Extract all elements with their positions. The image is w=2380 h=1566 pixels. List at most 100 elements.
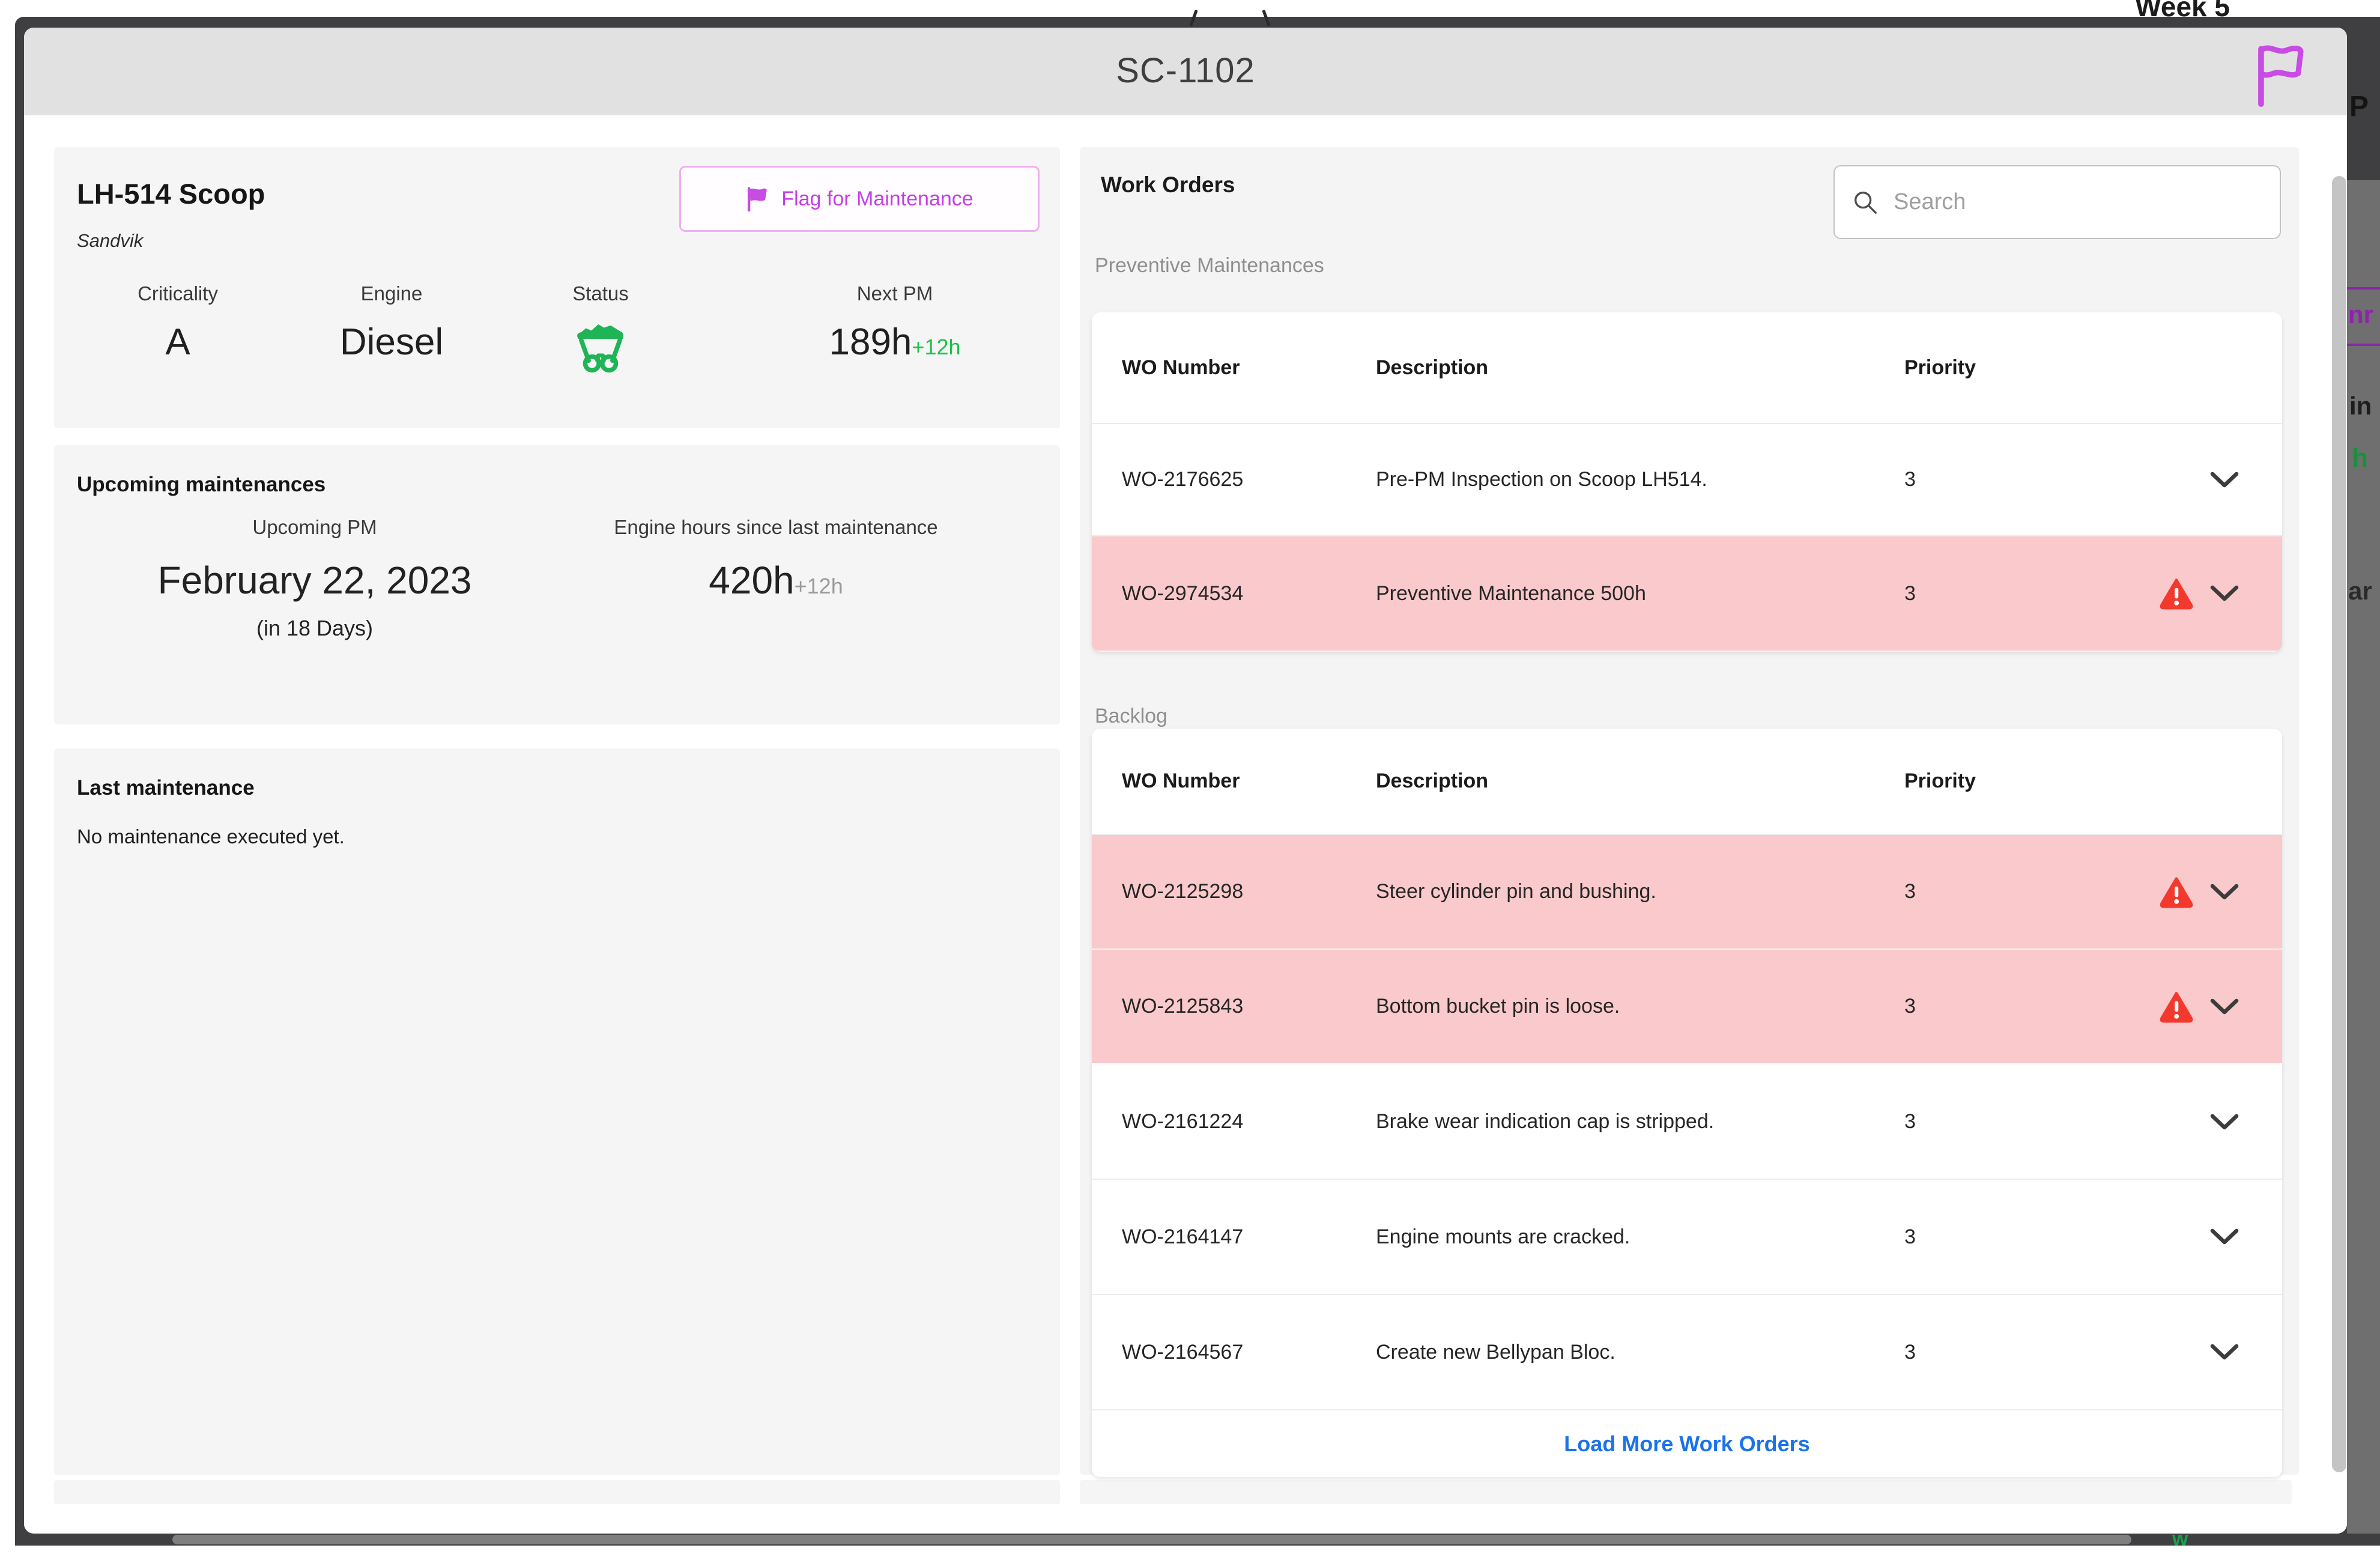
column-header-wo: WO Number	[1122, 769, 1240, 792]
work-order-row[interactable]: WO-2164147 Engine mounts are cracked. 3	[1092, 1180, 2282, 1295]
stat-engine: Engine Diesel	[283, 282, 500, 363]
equipment-brand: Sandvik	[77, 230, 144, 251]
stat-criticality: Criticality A	[70, 282, 286, 363]
next-pm-delta: +12h	[912, 335, 961, 359]
equipment-summary-card: LH-514 Scoop Sandvik Flag for Maintenanc…	[54, 147, 1060, 428]
modal-title: SC-1102	[1116, 51, 1255, 90]
wo-priority: 3	[1904, 1225, 1916, 1248]
wo-number: WO-2974534	[1122, 581, 1244, 605]
footer-strip	[1080, 1480, 2292, 1504]
background-text-fragment: in	[2349, 392, 2372, 420]
column-header-wo: WO Number	[1122, 356, 1240, 379]
wo-priority: 3	[1904, 468, 1916, 491]
wo-number: WO-2176625	[1122, 468, 1244, 491]
horizontal-scrollbar-thumb[interactable]	[172, 1535, 2131, 1544]
engine-hours-block: Engine hours since last maintenance 420h…	[566, 516, 986, 602]
wo-number: WO-2161224	[1122, 1110, 1244, 1133]
work-order-row[interactable]: WO-2164567 Create new Bellypan Bloc. 3	[1092, 1295, 2282, 1410]
upcoming-pm-date: February 22, 2023	[157, 559, 472, 602]
work-orders-panel: Work Orders Preventive Maintenances WO N…	[1080, 147, 2299, 1477]
last-maintenance-card: Last maintenance No maintenance executed…	[54, 748, 1060, 1475]
chevron-down-icon[interactable]	[2209, 882, 2240, 902]
wo-priority: 3	[1904, 1110, 1916, 1133]
upcoming-pm-block: Upcoming PM February 22, 2023 (in 18 Day…	[104, 516, 525, 641]
background-text-fragment: nr	[2348, 300, 2373, 329]
chevron-down-icon[interactable]	[2209, 1112, 2240, 1132]
work-order-row[interactable]: WO-2161224 Brake wear indication cap is …	[1092, 1065, 2282, 1180]
table-header-row: WO Number Description Priority	[1092, 729, 2282, 835]
status-ok-indicator	[492, 314, 709, 377]
wo-priority: 3	[1904, 880, 1916, 903]
wo-description: Brake wear indication cap is stripped.	[1376, 1110, 1715, 1133]
search-icon	[1855, 191, 1877, 214]
engine-hours-label: Engine hours since last maintenance	[614, 516, 938, 538]
flag-for-maintenance-button[interactable]: Flag for Maintenance	[679, 166, 1040, 232]
stat-next-pm: Next PM 189h +12h	[763, 282, 1027, 363]
stat-status: Status	[492, 282, 709, 377]
stat-value: Diesel	[339, 321, 444, 363]
warning-icon	[2160, 876, 2193, 908]
work-order-row-overdue[interactable]: WO-2125298 Steer cylinder pin and bushin…	[1092, 835, 2282, 950]
wo-description: Bottom bucket pin is loose.	[1376, 995, 1620, 1018]
wo-description: Engine mounts are cracked.	[1376, 1225, 1631, 1248]
chevron-down-icon[interactable]	[2209, 997, 2240, 1016]
work-orders-title: Work Orders	[1101, 172, 1235, 197]
search-input[interactable]	[1894, 189, 2263, 215]
stat-label: Engine	[360, 282, 423, 305]
load-more-work-orders-link[interactable]: Load More Work Orders	[1564, 1431, 1810, 1456]
wo-priority: 3	[1904, 995, 1916, 1018]
section-title: Upcoming maintenances	[77, 473, 326, 496]
stat-label: Criticality	[138, 282, 218, 305]
upcoming-pm-label: Upcoming PM	[252, 516, 377, 538]
last-maintenance-empty-text: No maintenance executed yet.	[77, 825, 345, 848]
engine-hours-value: 420h	[709, 559, 795, 602]
work-order-row-overdue[interactable]: WO-2974534 Preventive Maintenance 500h 3	[1092, 536, 2282, 652]
chevron-down-icon[interactable]	[2209, 1343, 2240, 1362]
column-header-priority: Priority	[1904, 356, 1976, 379]
chevron-down-icon[interactable]	[2209, 584, 2240, 603]
vertical-scrollbar-thumb[interactable]	[2332, 176, 2346, 1472]
wo-description: Create new Bellypan Bloc.	[1376, 1340, 1615, 1364]
wo-priority: 3	[1904, 581, 1916, 605]
flag-filled-icon	[748, 187, 767, 212]
chevron-down-icon[interactable]	[2209, 470, 2240, 490]
stat-label: Next PM	[856, 282, 933, 305]
work-order-row-overdue[interactable]: WO-2125843 Bottom bucket pin is loose. 3	[1092, 950, 2282, 1065]
modal-header: SC-1102	[24, 28, 2347, 115]
wo-description: Steer cylinder pin and bushing.	[1376, 880, 1656, 903]
column-header-description: Description	[1376, 356, 1489, 379]
background-text-fragment: ar	[2348, 577, 2372, 605]
wo-description: Pre-PM Inspection on Scoop LH514.	[1376, 468, 1707, 491]
chevron-down-icon[interactable]	[2209, 1227, 2240, 1246]
divider	[2347, 287, 2380, 290]
backlog-table: WO Number Description Priority WO-212529…	[1092, 729, 2282, 1477]
upcoming-pm-countdown: (in 18 Days)	[256, 616, 374, 640]
background-page-edge: nr in h ar	[2347, 180, 2380, 1534]
background-text-fragment: P	[2349, 91, 2369, 123]
flag-outline-icon[interactable]	[2252, 40, 2310, 107]
preventive-maintenances-table: WO Number Description Priority WO-217662…	[1092, 312, 2282, 652]
background-text-fragment: h	[2352, 443, 2368, 473]
footer-strip	[54, 1480, 1060, 1504]
horizontal-scrollbar-track: w	[15, 1528, 2380, 1550]
wo-number: WO-2164147	[1122, 1225, 1244, 1248]
wo-number: WO-2125843	[1122, 995, 1244, 1018]
wo-number: WO-2125298	[1122, 880, 1244, 903]
equipment-detail-modal: SC-1102 LH-514 Scoop Sandvik Flag for Ma…	[24, 28, 2347, 1534]
equipment-name: LH-514 Scoop	[77, 178, 265, 210]
engine-hours-delta: +12h	[794, 574, 843, 598]
divider	[2347, 344, 2380, 346]
top-page-margin: Week 5	[0, 0, 2380, 17]
column-header-description: Description	[1376, 769, 1489, 792]
work-orders-search[interactable]	[1833, 165, 2281, 239]
column-header-priority: Priority	[1904, 769, 1976, 792]
next-pm-hours: 189h	[829, 321, 912, 363]
preventive-maintenances-label: Preventive Maintenances	[1095, 254, 1324, 277]
wo-description: Preventive Maintenance 500h	[1376, 581, 1646, 605]
wo-number: WO-2164567	[1122, 1340, 1244, 1364]
table-footer: Load More Work Orders	[1092, 1410, 2282, 1477]
section-title: Last maintenance	[77, 776, 255, 800]
work-order-row[interactable]: WO-2176625 Pre-PM Inspection on Scoop LH…	[1092, 424, 2282, 536]
stat-label: Status	[572, 282, 629, 305]
